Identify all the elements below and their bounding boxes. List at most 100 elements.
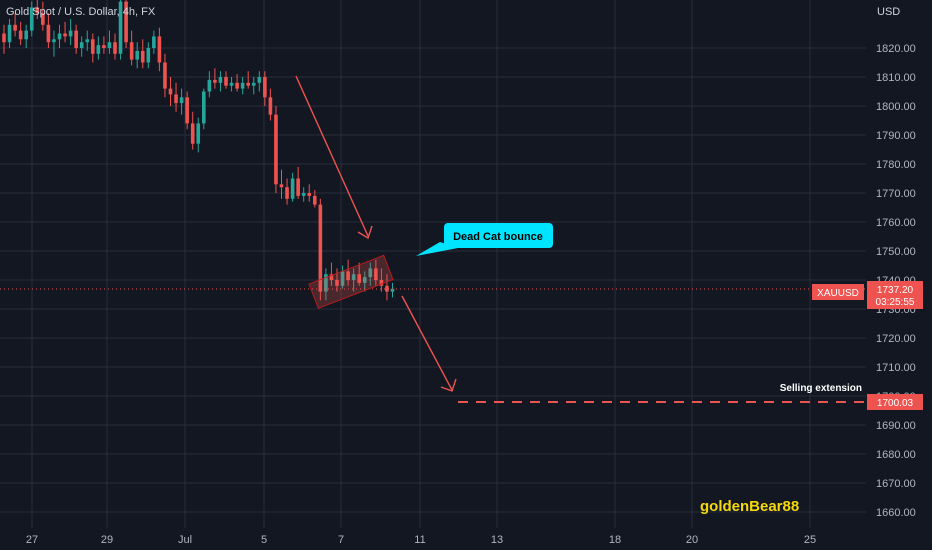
- consolidation-box[interactable]: [308, 254, 394, 309]
- candle: [296, 166, 300, 199]
- candle-body: [379, 280, 384, 286]
- candle: [79, 36, 84, 57]
- candle-body: [368, 268, 373, 278]
- candle: [318, 198, 323, 301]
- price-tick: 1660.00: [876, 507, 916, 519]
- candle-body: [91, 39, 95, 54]
- price-tick: 1800.00: [876, 101, 916, 113]
- candle: [157, 27, 162, 72]
- candle-body: [296, 178, 300, 196]
- target-price-tag: [867, 394, 923, 410]
- candle: [124, 0, 128, 48]
- candle: [196, 117, 201, 153]
- price-tick: 1750.00: [876, 246, 916, 258]
- trend-arrow-1[interactable]: [295, 75, 369, 237]
- candle: [35, 0, 40, 19]
- candle: [390, 282, 395, 298]
- candle-body: [7, 24, 12, 43]
- candle: [29, 1, 34, 37]
- candle: [107, 30, 112, 54]
- callout-text: Dead Cat bounce: [453, 231, 543, 243]
- candle: [357, 262, 361, 286]
- candle: [7, 19, 12, 48]
- candle: [263, 71, 267, 106]
- callout-box[interactable]: [444, 223, 553, 248]
- candle-body: [68, 30, 73, 37]
- time-tick: 7: [338, 534, 344, 546]
- candle-body: [140, 50, 145, 63]
- candle-body: [190, 123, 195, 144]
- candlestick-series: [2, 0, 395, 301]
- price-tick: 1680.00: [876, 449, 916, 461]
- candle: [46, 13, 51, 48]
- candle-body: [118, 1, 123, 54]
- candle-body: [85, 39, 90, 43]
- candle: [307, 184, 312, 202]
- candle: [351, 268, 356, 292]
- candle-body: [41, 13, 45, 25]
- candle-body: [246, 82, 250, 86]
- candle: [168, 77, 173, 106]
- candle-body: [57, 33, 62, 40]
- candle-body: [329, 274, 334, 280]
- candle: [13, 13, 17, 37]
- candle-body: [385, 285, 389, 292]
- candle-body: [129, 42, 134, 60]
- candle-body: [135, 50, 139, 60]
- candle: [268, 88, 273, 121]
- symbol-tag: [812, 284, 864, 300]
- candle-body: [13, 24, 17, 31]
- time-tick: 13: [491, 534, 503, 546]
- candle: [229, 77, 234, 92]
- candle: [274, 106, 278, 193]
- candle: [68, 19, 73, 46]
- trend-arrow-1-head: [357, 225, 373, 240]
- candle-body: [279, 184, 284, 188]
- candle: [213, 68, 217, 89]
- candle: [224, 71, 228, 89]
- candle-body: [307, 193, 312, 196]
- candle-body: [213, 79, 217, 83]
- candle: [340, 265, 345, 289]
- candle-body: [251, 82, 256, 86]
- trend-arrow-2[interactable]: [401, 295, 453, 391]
- time-tick: 11: [414, 534, 425, 546]
- candle-body: [146, 48, 151, 63]
- candle-body: [318, 204, 323, 292]
- candle: [185, 91, 189, 130]
- candle: [135, 42, 139, 69]
- candle: [257, 71, 262, 92]
- time-tick: Jul: [178, 534, 192, 546]
- candle: [285, 178, 289, 205]
- candle-body: [207, 79, 212, 92]
- candle-body: [351, 274, 356, 280]
- candle: [41, 1, 45, 31]
- candle-body: [52, 39, 56, 43]
- price-tick: 1710.00: [876, 362, 916, 374]
- candle: [362, 271, 367, 292]
- symbol-tag-text: XAUUSD: [817, 288, 859, 299]
- candle: [301, 187, 306, 202]
- price-tick: 1790.00: [876, 130, 916, 142]
- candle-body: [285, 187, 289, 199]
- symbol-title[interactable]: Gold Spot / U.S. Dollar, 4h, FX: [6, 6, 156, 18]
- candle: [179, 88, 184, 115]
- candle: [146, 42, 151, 69]
- time-tick: 27: [26, 534, 38, 546]
- candle: [129, 30, 134, 66]
- price-tick: 1810.00: [876, 72, 916, 84]
- candle: [190, 111, 195, 150]
- candle: [63, 21, 67, 43]
- candle: [74, 24, 78, 54]
- candle: [324, 268, 328, 301]
- candle-body: [257, 77, 262, 83]
- drawing-overlays: Dead Cat bounce Selling extension: [0, 75, 866, 403]
- candle-body: [268, 97, 273, 115]
- candle-body: [96, 45, 101, 54]
- price-axis[interactable]: 1820.00 1810.00 1800.00 1790.00 1780.00 1770.…: [866, 0, 932, 550]
- time-axis[interactable]: 27 29 Jul 5 7 11 13 18 20 25: [26, 534, 816, 546]
- time-tick: 25: [804, 534, 816, 546]
- candle-body: [179, 97, 184, 104]
- candle: [290, 172, 295, 202]
